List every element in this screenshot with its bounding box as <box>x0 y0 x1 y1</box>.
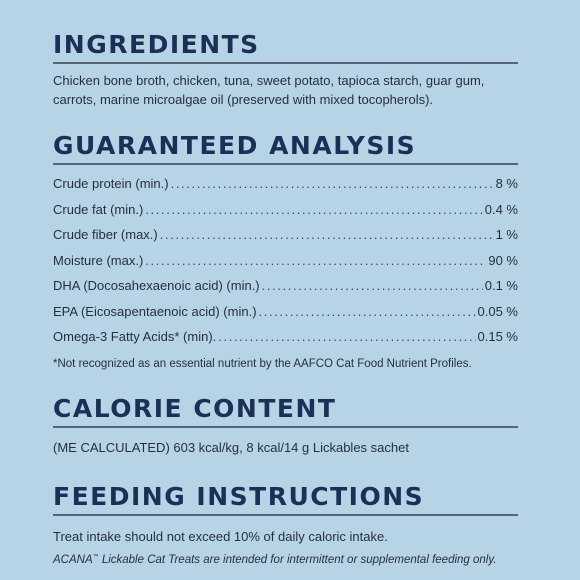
leader-dots <box>160 222 494 248</box>
calorie-heading: CALORIE CONTENT <box>53 394 337 423</box>
analysis-table: Crude protein (min.) 8 % Crude fat (min.) 0… <box>53 171 518 350</box>
analysis-label: Moisture (max.) <box>53 252 144 268</box>
leader-dots <box>145 197 482 223</box>
ingredients-divider <box>53 62 518 64</box>
analysis-row: Moisture (max.) 90 % <box>53 248 518 274</box>
leader-dots <box>218 324 475 350</box>
calorie-divider <box>53 426 518 428</box>
analysis-value: 0.4 % <box>484 201 518 217</box>
analysis-value: 0.15 % <box>477 329 518 344</box>
analysis-row: Omega-3 Fatty Acids* (min). 0.15 % <box>53 324 518 350</box>
analysis-value: 0.05 % <box>477 303 518 319</box>
feeding-heading: FEEDING INSTRUCTIONS <box>53 482 425 511</box>
feeding-note-brand: ACANA <box>53 553 93 566</box>
analysis-label: DHA (Docosahexaenoic acid) (min.) <box>53 278 260 293</box>
leader-dots <box>171 171 494 197</box>
ingredients-heading: INGREDIENTS <box>53 30 260 59</box>
feeding-note: ACANA™ Lickable Cat Treats are intended … <box>53 549 518 568</box>
analysis-label: Crude fiber (max.) <box>53 227 158 242</box>
leader-dots <box>262 273 483 299</box>
trademark-symbol: ™ <box>92 554 99 560</box>
feeding-note-text: Lickable Cat Treats are intended for int… <box>98 553 497 566</box>
analysis-label: Crude protein (min.) <box>53 176 169 191</box>
feeding-divider <box>53 514 518 516</box>
analysis-label: EPA (Eicosapentaenoic acid) (min.) <box>53 303 257 319</box>
ingredients-text: Chicken bone broth, chicken, tuna, sweet… <box>53 73 485 107</box>
leader-dots <box>145 248 486 274</box>
analysis-value: 90 % <box>488 252 518 268</box>
analysis-value: 0.1 % <box>484 278 518 293</box>
leader-dots <box>259 299 476 325</box>
analysis-label: Omega-3 Fatty Acids* (min). <box>53 329 217 344</box>
analysis-heading: GUARANTEED ANALYSIS <box>53 131 417 160</box>
calorie-section: CALORIE CONTENT (ME CALCULATED) 603 kcal… <box>53 394 518 457</box>
analysis-section: GUARANTEED ANALYSIS Crude protein (min.)… <box>53 131 518 372</box>
ingredients-section: INGREDIENTS Chicken bone broth, chicken,… <box>53 30 518 109</box>
analysis-row: Crude fat (min.) 0.4 % <box>53 197 518 223</box>
analysis-value: 1 % <box>495 227 518 242</box>
analysis-row: DHA (Docosahexaenoic acid) (min.) 0.1 % <box>53 273 518 299</box>
calorie-text: (ME CALCULATED) 603 kcal/kg, 8 kcal/14 g… <box>53 440 409 455</box>
feeding-section: FEEDING INSTRUCTIONS Treat intake should… <box>53 482 518 568</box>
analysis-row: EPA (Eicosapentaenoic acid) (min.) 0.05 % <box>53 299 518 325</box>
feeding-text: Treat intake should not exceed 10% of da… <box>53 529 388 544</box>
analysis-value: 8 % <box>495 176 518 191</box>
analysis-label: Crude fat (min.) <box>53 201 144 217</box>
analysis-footnote: *Not recognized as an essential nutrient… <box>53 357 472 370</box>
analysis-divider <box>53 163 518 165</box>
analysis-row: Crude fiber (max.) 1 % <box>53 222 518 248</box>
analysis-row: Crude protein (min.) 8 % <box>53 171 518 197</box>
